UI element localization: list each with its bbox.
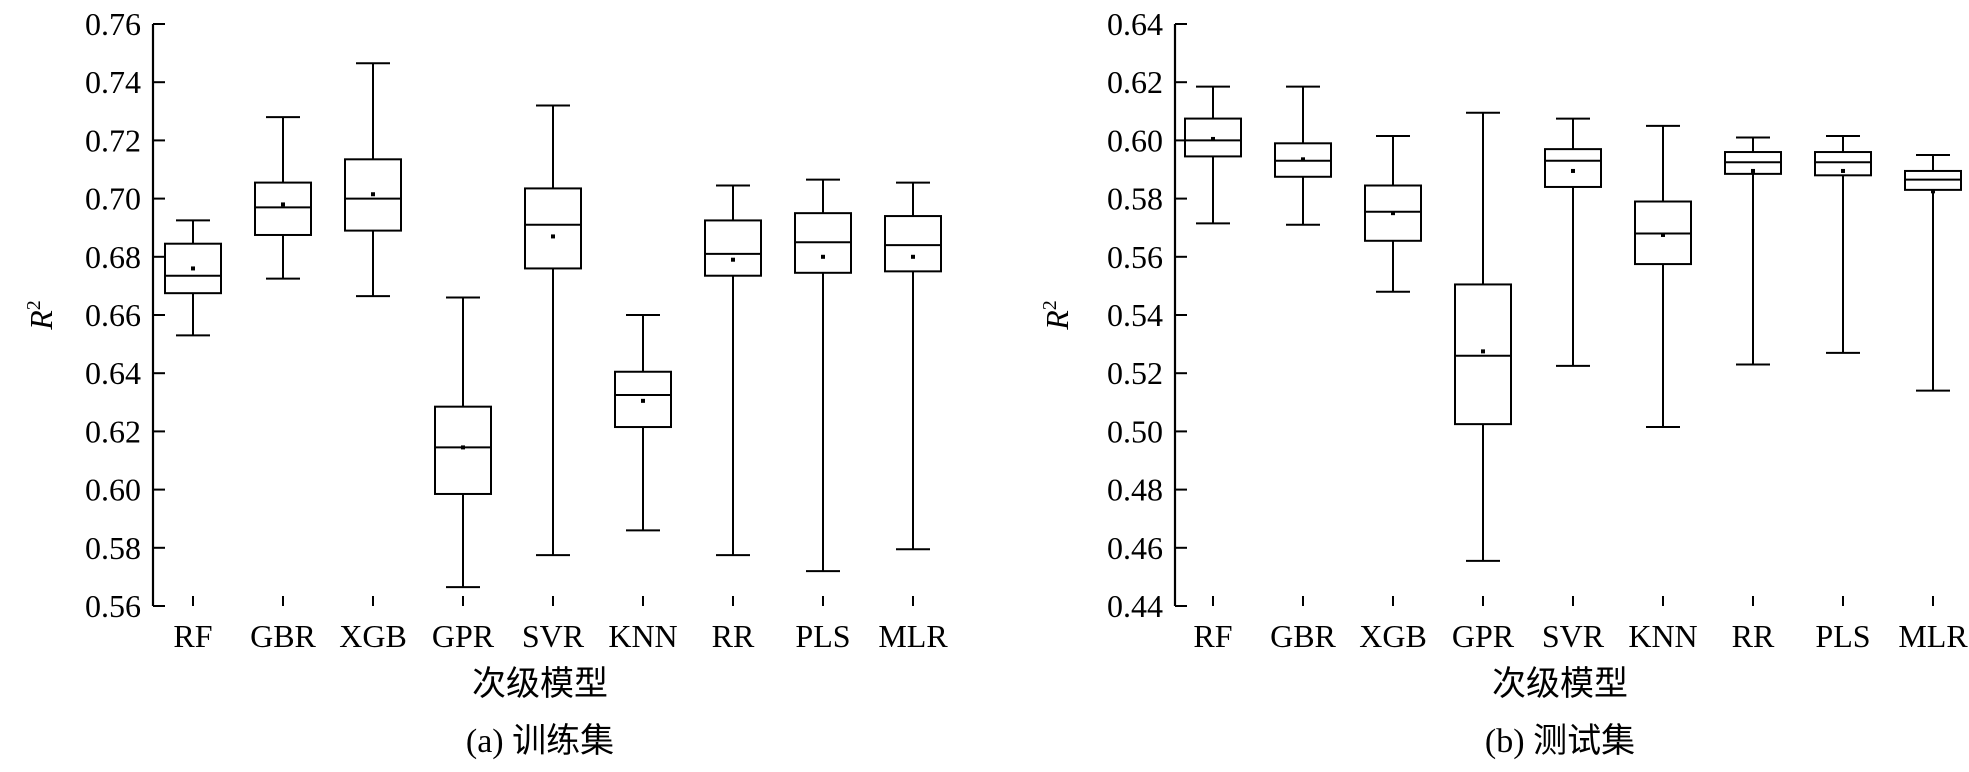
- box-gpr: [1454, 111, 1512, 562]
- x-tick-label-knn: KNN: [1628, 618, 1697, 654]
- panel-test: 0.44 0.46 0.48 0.50 0.52 0.54 0.56 0.58 0.60 0.62…: [1039, 6, 1968, 760]
- box-pls: [1814, 135, 1872, 354]
- mean-marker: [191, 266, 195, 271]
- y-tick-label: 0.74: [85, 64, 141, 100]
- iqr-box: [1544, 148, 1602, 188]
- x-tick-label-svr: SVR: [1542, 618, 1605, 654]
- y-tick-label: 0.56: [85, 588, 141, 624]
- y-tick-label: 0.70: [85, 181, 141, 217]
- y-tick-label: 0.64: [85, 355, 141, 391]
- mean-marker: [1661, 232, 1665, 237]
- x-tick-label-knn: KNN: [608, 618, 677, 654]
- x-tick-label-rf: RF: [173, 618, 212, 654]
- x-tick-label-gpr: GPR: [432, 618, 495, 654]
- box-svr: [524, 104, 582, 557]
- y-tick-label: 0.66: [85, 297, 141, 333]
- mean-marker: [1211, 136, 1215, 141]
- mean-marker: [911, 254, 915, 259]
- box-gpr: [434, 296, 492, 589]
- x-tick-label-xgb: XGB: [339, 618, 407, 654]
- y-tick-label: 0.60: [85, 472, 141, 508]
- mean-marker: [1301, 157, 1305, 162]
- y-tick-label: 0.64: [1107, 6, 1163, 42]
- y-tick-label: 0.68: [85, 239, 141, 275]
- y-tick-label: 0.76: [85, 6, 141, 42]
- mean-marker: [461, 445, 465, 450]
- mean-marker: [1481, 349, 1485, 354]
- mean-marker: [551, 234, 555, 239]
- mean-marker: [371, 192, 375, 197]
- y-tick-label: 0.54: [1107, 297, 1163, 333]
- box-rf: [164, 219, 222, 337]
- x-tick-label-xgb: XGB: [1359, 618, 1427, 654]
- y-tick-label: 0.52: [1107, 355, 1163, 391]
- y-tick-label: 0.48: [1107, 472, 1163, 508]
- iqr-box: [254, 181, 312, 236]
- x-tick-label-pls: PLS: [1815, 618, 1870, 654]
- iqr-box: [884, 215, 942, 273]
- iqr-box: [704, 219, 762, 277]
- box-svr: [1544, 117, 1602, 367]
- x-tick-label-gbr: GBR: [250, 618, 316, 654]
- box-gbr: [1274, 85, 1332, 226]
- box-knn: [1634, 124, 1692, 429]
- mean-marker: [1841, 168, 1845, 173]
- mean-marker: [821, 254, 825, 259]
- x-tick-label-rr: RR: [712, 618, 755, 654]
- x-tick-label-pls: PLS: [795, 618, 850, 654]
- box-rr: [704, 184, 762, 557]
- x-tick-label-rr: RR: [1732, 618, 1775, 654]
- mean-marker: [1571, 168, 1575, 173]
- y-tick-label: 0.58: [85, 530, 141, 566]
- iqr-box: [1184, 117, 1242, 158]
- y-tick-label: 0.46: [1107, 530, 1163, 566]
- box-mlr: [1904, 153, 1962, 392]
- panel-training: 0.56 0.58 0.60 0.62 0.64 0.66 0.68 0.70 0.72 0.74…: [23, 6, 948, 760]
- y-axis-label: R2: [1039, 300, 1075, 331]
- iqr-box: [1814, 151, 1872, 177]
- panel-caption: (b) 测试集: [1485, 722, 1635, 760]
- x-axis-title: 次级模型: [1492, 665, 1628, 703]
- box-rr: [1724, 136, 1782, 366]
- box-xgb: [344, 62, 402, 298]
- iqr-box: [1454, 283, 1512, 426]
- mean-marker: [731, 257, 735, 262]
- box-rf: [1184, 85, 1242, 225]
- box-pls: [794, 178, 852, 573]
- y-tick-label: 0.56: [1107, 239, 1163, 275]
- iqr-box: [524, 187, 582, 270]
- mean-marker: [281, 202, 285, 207]
- box-mlr: [884, 181, 942, 551]
- x-tick-label-gbr: GBR: [1270, 618, 1336, 654]
- y-tick-label: 0.50: [1107, 413, 1163, 449]
- x-tick-label-gpr: GPR: [1452, 618, 1515, 654]
- x-tick-label-mlr: MLR: [1898, 618, 1968, 654]
- y-tick-label: 0.62: [1107, 64, 1163, 100]
- y-tick-label: 0.60: [1107, 122, 1163, 158]
- y-tick-label: 0.72: [85, 122, 141, 158]
- box-xgb: [1364, 135, 1422, 293]
- x-tick-label-svr: SVR: [522, 618, 585, 654]
- iqr-box: [434, 405, 492, 495]
- mean-marker: [1751, 168, 1755, 173]
- x-axis-title: 次级模型: [472, 665, 608, 703]
- y-tick-label: 0.58: [1107, 181, 1163, 217]
- y-tick-label: 0.62: [85, 413, 141, 449]
- y-axis-label: R2: [23, 300, 59, 331]
- mean-marker: [641, 398, 645, 403]
- box-knn: [614, 314, 672, 532]
- y-tick-label: 0.44: [1107, 588, 1163, 624]
- panel-caption: (a) 训练集: [466, 722, 614, 760]
- mean-marker: [1391, 211, 1395, 216]
- x-tick-label-mlr: MLR: [878, 618, 948, 654]
- box-gbr: [254, 116, 312, 280]
- x-tick-label-rf: RF: [1193, 618, 1232, 654]
- mean-marker: [1931, 189, 1935, 194]
